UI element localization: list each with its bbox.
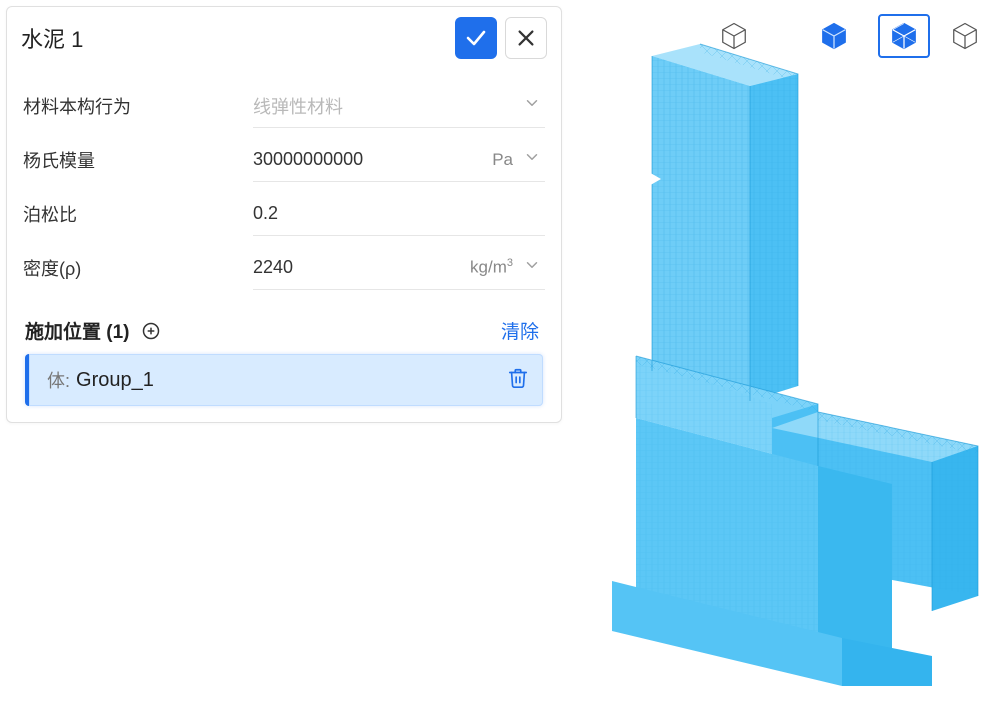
prop-label: 杨氏模量: [23, 147, 253, 173]
clear-button[interactable]: 清除: [501, 317, 543, 344]
check-icon: [464, 26, 488, 50]
chevron-down-icon: [523, 94, 541, 117]
density-field[interactable]: 2240 kg/m3: [253, 246, 545, 290]
add-assignment-button[interactable]: [140, 320, 162, 342]
prop-label: 泊松比: [23, 201, 253, 227]
panel-body: 材料本构行为 线弹性材料 杨氏模量 30000000000 Pa 泊松比 0.2…: [7, 73, 561, 422]
poisson-field[interactable]: 0.2: [253, 192, 545, 236]
behavior-select[interactable]: 线弹性材料: [253, 84, 545, 128]
prop-density-row: 密度(ρ) 2240 kg/m3: [23, 241, 545, 295]
assignment-item[interactable]: 体: Group_1: [25, 354, 543, 406]
youngs-field[interactable]: 30000000000 Pa: [253, 138, 545, 182]
behavior-value: 线弹性材料: [253, 93, 523, 119]
youngs-unit[interactable]: Pa: [492, 150, 513, 170]
prop-behavior-row: 材料本构行为 线弹性材料: [23, 79, 545, 133]
density-value: 2240: [253, 257, 470, 278]
assignment-name: Group_1: [76, 369, 507, 392]
youngs-value: 30000000000: [253, 149, 492, 170]
plus-circle-icon: [141, 321, 161, 341]
panel-header: 水泥 1: [7, 7, 561, 73]
poisson-value: 0.2: [253, 203, 545, 224]
confirm-button[interactable]: [455, 17, 497, 59]
chevron-down-icon: [523, 148, 541, 171]
prop-poisson-row: 泊松比 0.2: [23, 187, 545, 241]
prop-label: 材料本构行为: [23, 93, 253, 119]
assignment-kind: 体:: [47, 367, 70, 393]
close-button[interactable]: [505, 17, 547, 59]
prop-label: 密度(ρ): [23, 255, 253, 281]
building-mesh: [592, 36, 982, 686]
close-icon: [515, 27, 537, 49]
orientation-marker-icon: [646, 170, 664, 193]
trash-icon: [507, 367, 529, 389]
delete-assignment-button[interactable]: [507, 367, 529, 394]
prop-youngs-row: 杨氏模量 30000000000 Pa: [23, 133, 545, 187]
density-unit[interactable]: kg/m3: [470, 257, 513, 278]
viewport-3d[interactable]: [562, 0, 984, 711]
panel-title: 水泥 1: [21, 22, 447, 54]
material-panel: 水泥 1 材料本构行为 线弹性材料 杨氏模量 30000000000 Pa 泊松…: [6, 6, 562, 423]
chevron-down-icon: [523, 256, 541, 279]
assignment-header: 施加位置 (1) 清除: [23, 317, 545, 344]
assignment-title: 施加位置 (1): [25, 317, 130, 344]
